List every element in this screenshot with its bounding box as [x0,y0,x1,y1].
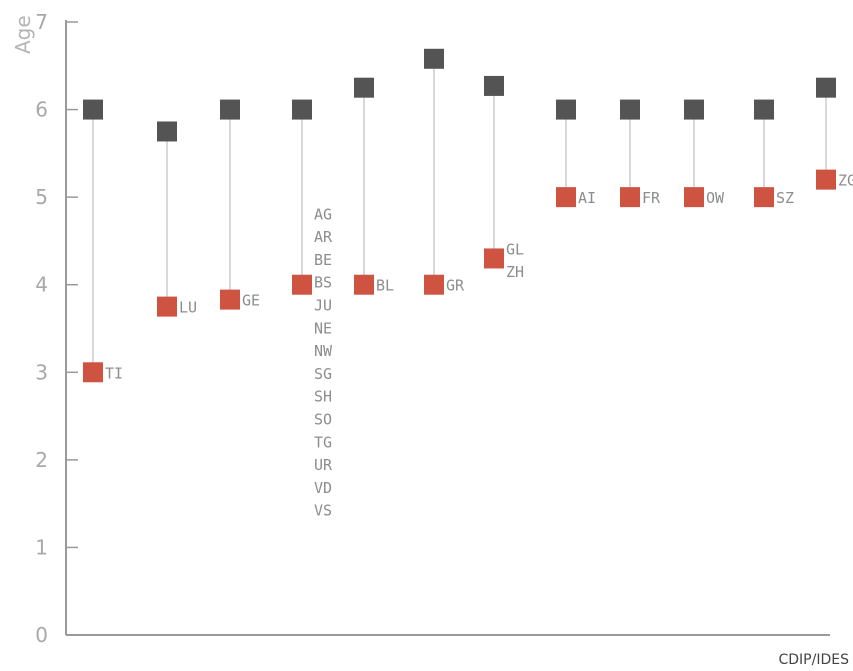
data-markers [83,48,836,383]
upper-marker [83,99,103,120]
y-axis: 0 1 2 3 4 5 6 7 [35,10,830,647]
lower-marker [684,187,704,208]
point-label: SO [314,411,332,429]
lower-marker [556,187,576,208]
point-label: OW [706,189,725,207]
point-label: AR [314,228,333,246]
upper-marker [220,99,240,120]
y-tick-label: 6 [35,98,48,122]
point-label: GE [242,292,260,310]
point-label: VS [314,502,332,520]
upper-marker [754,99,774,120]
point-label: UR [314,456,333,474]
upper-marker [484,75,504,96]
source-label: CDIP/IDES [779,652,850,668]
point-label: BL [376,277,394,295]
connector-lines [92,58,827,373]
point-label: SH [314,388,332,406]
lower-marker [83,362,103,383]
point-label: BE [314,251,332,269]
point-label: AI [578,189,596,207]
upper-marker [157,121,177,142]
point-label: AG [314,205,332,223]
y-tick-label: 0 [35,623,48,647]
lower-marker [220,289,240,310]
lower-marker [484,248,504,269]
point-label: TG [314,433,332,451]
lower-marker [424,274,444,295]
point-label: FR [642,189,661,207]
lower-marker [292,274,312,295]
lower-marker [816,169,836,190]
y-axis-title: Age [11,15,35,54]
point-label: NW [314,342,333,360]
point-labels: TI LU GE AG AR BE BS JU NE NW SG SH SO TG UR VD VS BL GR GL… [105,172,853,520]
upper-marker [354,77,374,98]
point-label: JU [314,297,332,315]
point-label: VD [314,479,332,497]
y-tick-label: 7 [35,10,48,34]
lower-marker [157,296,177,317]
y-tick-label: 3 [35,360,48,384]
y-tick-label: 5 [35,185,48,209]
point-label: SG [314,365,332,383]
point-label: ZH [506,263,524,281]
y-tick-label: 2 [35,448,48,472]
point-label: SZ [776,189,794,207]
lower-marker [754,187,774,208]
upper-marker [816,77,836,98]
point-label: NE [314,319,332,337]
point-label: GL [506,240,524,258]
upper-marker [556,99,576,120]
point-label: BS [314,274,332,292]
upper-marker [684,99,704,120]
lower-marker [620,187,640,208]
lower-marker [354,274,374,295]
upper-marker [292,99,312,120]
y-tick-label: 4 [35,273,48,297]
point-label: LU [179,299,197,317]
point-label: TI [105,364,123,382]
upper-marker [620,99,640,120]
point-label: GR [446,277,465,295]
point-label: ZG [838,172,853,190]
y-tick-label: 1 [35,535,48,559]
upper-marker [424,48,444,69]
